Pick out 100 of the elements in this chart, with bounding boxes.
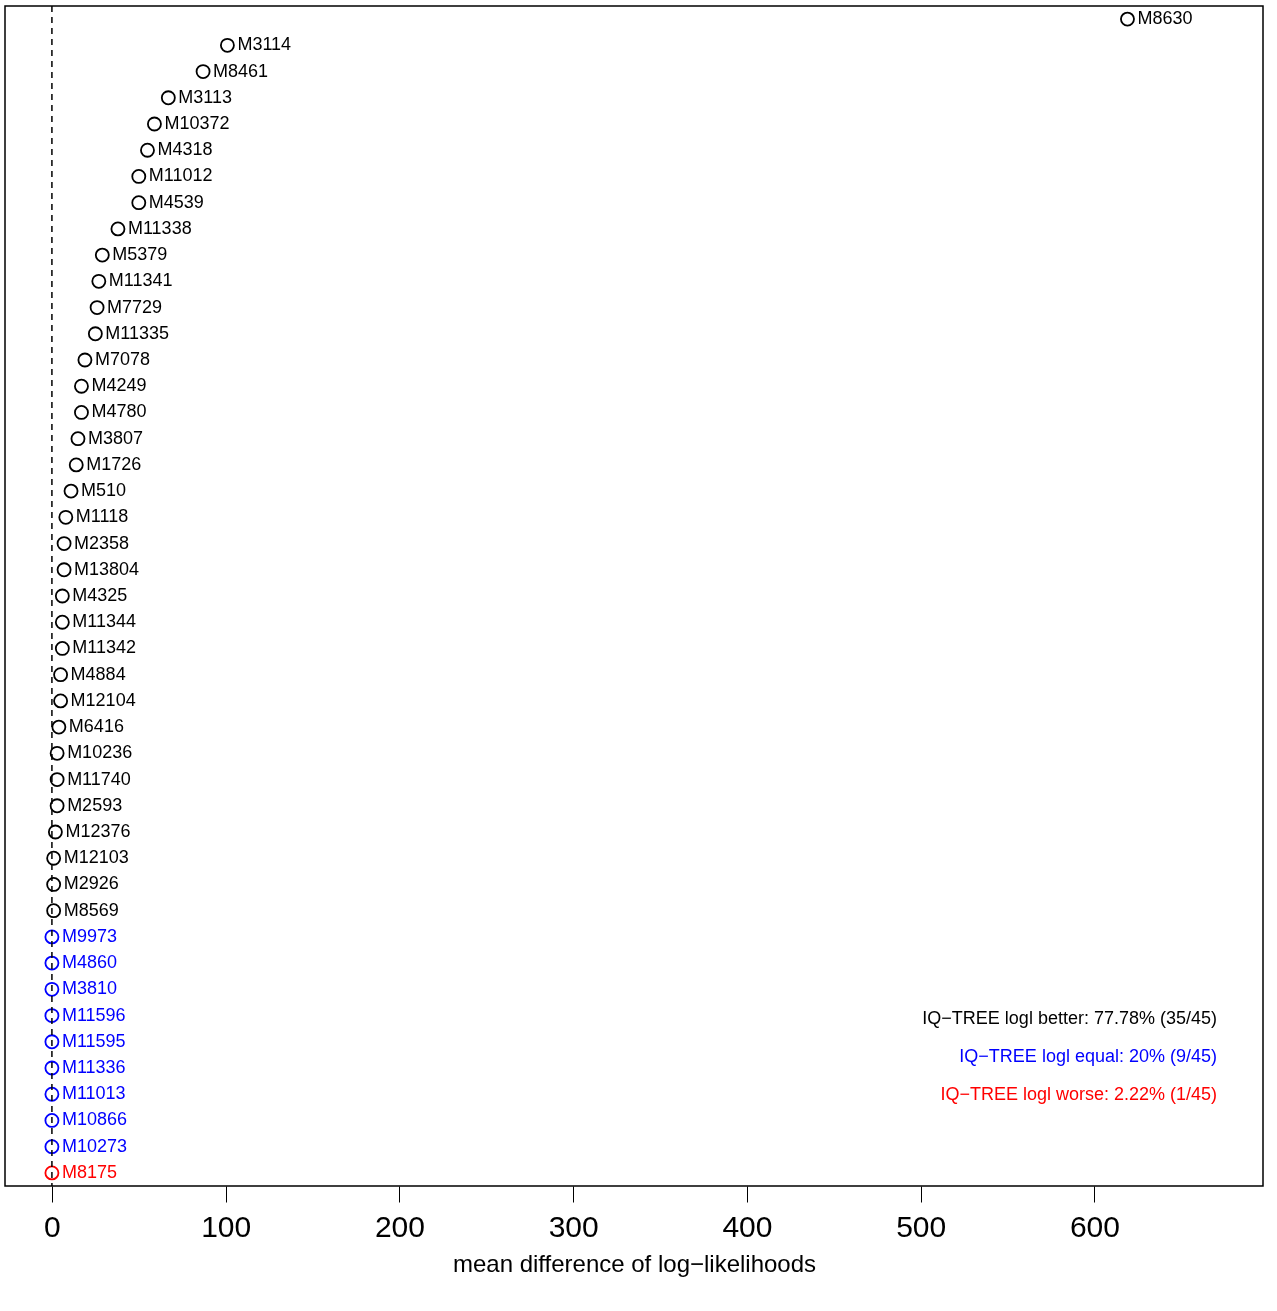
point — [219, 37, 235, 53]
point — [77, 352, 93, 368]
point — [56, 562, 72, 578]
y-tick-label: M3807 — [87, 427, 144, 448]
point — [160, 90, 176, 106]
point — [49, 745, 65, 761]
y-tick-label: M8461 — [213, 60, 269, 81]
point — [70, 431, 86, 447]
point — [44, 1086, 60, 1102]
x-tick-label: 400 — [722, 1209, 773, 1243]
y-tick-label: M1118 — [75, 506, 129, 527]
point — [46, 850, 62, 866]
y-tick-label: M4884 — [70, 663, 126, 684]
x-tick-label: 500 — [896, 1209, 947, 1243]
point — [58, 509, 74, 525]
point — [47, 824, 63, 840]
y-tick-label: M8630 — [1137, 8, 1193, 29]
y-tick-label: M13804 — [74, 558, 140, 579]
point — [53, 693, 69, 709]
point — [51, 719, 67, 735]
point — [53, 667, 69, 683]
point — [49, 772, 65, 787]
y-tick-label: M11740 — [67, 768, 131, 789]
y-tick-label: M3114 — [237, 34, 292, 55]
y-tick-label: M7729 — [107, 296, 163, 317]
point — [44, 1113, 60, 1128]
point — [1120, 11, 1135, 27]
y-tick-label: M2358 — [74, 532, 130, 553]
y-tick-label: M10866 — [61, 1109, 127, 1130]
point — [68, 457, 84, 473]
y-tick-label: M3113 — [178, 86, 233, 107]
y-tick-label: M4249 — [91, 375, 147, 396]
y-tick-label: M12376 — [65, 821, 131, 841]
x-tick-label: 200 — [374, 1209, 425, 1243]
point — [140, 142, 155, 158]
y-tick-label: M4539 — [148, 191, 204, 212]
x-axis-title: mean difference of log−likelihoods — [452, 1249, 817, 1277]
point — [54, 588, 70, 604]
point — [54, 641, 70, 656]
point — [110, 221, 126, 237]
y-tick-label: M11341 — [108, 270, 173, 291]
point — [44, 955, 60, 971]
point — [44, 1139, 60, 1155]
y-tick-label: M10236 — [67, 742, 133, 763]
y-tick-label: M11338 — [127, 217, 192, 238]
point — [44, 1165, 60, 1181]
point — [44, 1008, 60, 1023]
annotation: IQ−TREE logl worse: 2.22% (1/45) — [940, 1084, 1217, 1104]
point — [44, 1060, 60, 1076]
y-tick-label: M11336 — [61, 1057, 126, 1077]
y-tick-label: M2593 — [67, 794, 123, 815]
y-tick-label: M11335 — [105, 322, 170, 343]
y-tick-label: M10372 — [164, 113, 230, 133]
y-tick-label: M510 — [81, 480, 127, 501]
y-tick-label: M4318 — [157, 139, 213, 160]
point — [131, 169, 147, 184]
point — [46, 903, 62, 919]
x-tick-label: 100 — [201, 1209, 252, 1243]
point — [147, 116, 162, 132]
point — [74, 378, 89, 394]
point — [44, 1034, 60, 1050]
point — [89, 300, 105, 315]
point — [91, 273, 107, 289]
point — [54, 614, 70, 630]
y-tick-label: M12104 — [70, 689, 136, 710]
point — [94, 247, 110, 263]
y-tick-label: M9973 — [61, 925, 117, 946]
annotation: IQ−TREE logl equal: 20% (9/45) — [959, 1046, 1217, 1066]
y-tick-label: M4325 — [72, 585, 128, 605]
point — [44, 929, 60, 945]
point — [63, 483, 79, 499]
y-tick-label: M11595 — [61, 1030, 126, 1051]
y-tick-label: M8175 — [61, 1161, 117, 1182]
y-tick-label: M11342 — [72, 637, 137, 658]
x-tick-label: 600 — [1069, 1209, 1120, 1243]
annotation: IQ−TREE logl better: 77.78% (35/45) — [922, 1008, 1217, 1028]
y-tick-label: M7078 — [94, 349, 150, 369]
point — [87, 326, 103, 342]
y-tick-label: M11012 — [148, 165, 213, 186]
point — [49, 798, 65, 814]
y-tick-label: M2926 — [63, 873, 119, 894]
x-tick-label: 0 — [44, 1209, 61, 1243]
point — [56, 536, 72, 551]
y-tick-label: M1726 — [86, 453, 142, 474]
y-tick-label: M11596 — [61, 1004, 126, 1025]
point — [195, 64, 211, 79]
y-tick-label: M10273 — [61, 1135, 127, 1156]
point — [44, 981, 60, 997]
point — [46, 877, 62, 892]
y-tick-label: M8569 — [63, 899, 119, 920]
y-tick-label: M3810 — [61, 978, 117, 999]
y-tick-label: M4860 — [61, 952, 117, 973]
point — [131, 195, 147, 211]
point — [74, 405, 89, 420]
y-tick-label: M12103 — [63, 847, 129, 868]
y-tick-label: M5379 — [112, 244, 168, 265]
y-tick-label: M11013 — [61, 1083, 126, 1104]
y-tick-label: M4780 — [91, 401, 147, 422]
y-tick-label: M6416 — [68, 716, 124, 737]
x-tick-label: 300 — [548, 1209, 599, 1243]
